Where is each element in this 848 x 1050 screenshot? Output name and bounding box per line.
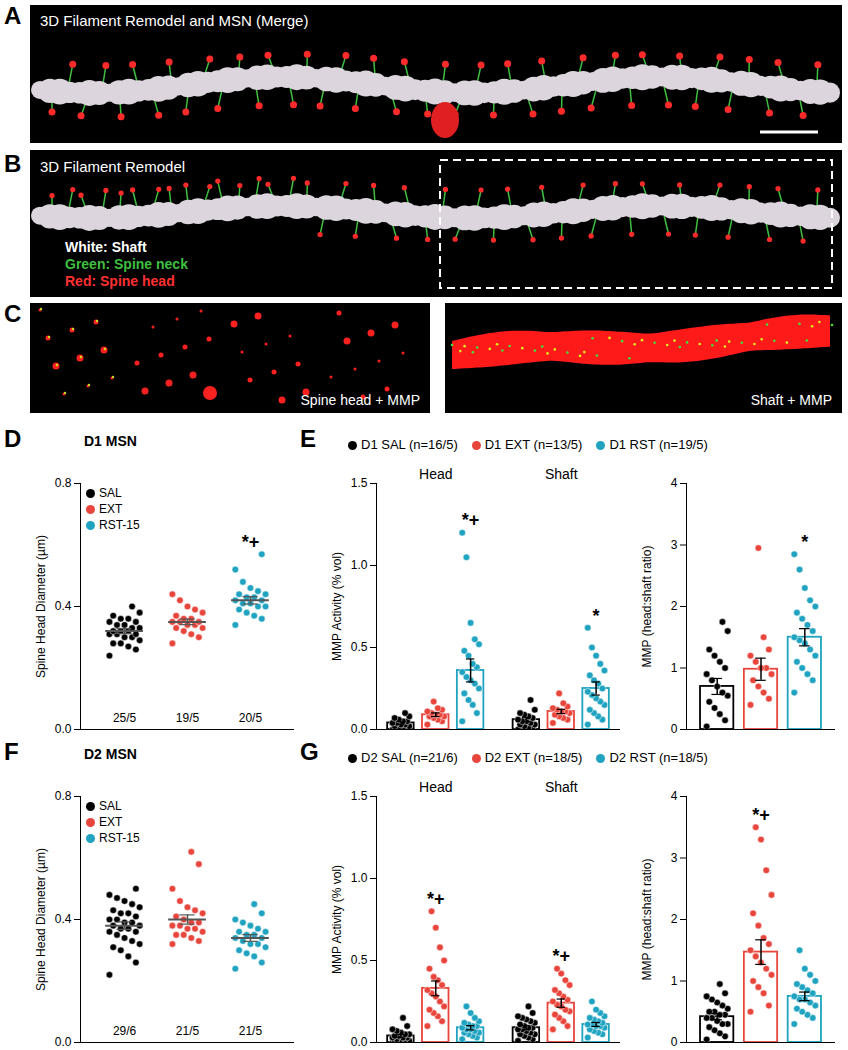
html-text:EXT: EXT [99, 502, 123, 516]
html-text:SAL: SAL [99, 799, 122, 813]
svg-text:19/5: 19/5 [176, 711, 200, 725]
svg-text:Shaft: Shaft [545, 779, 578, 795]
svg-text:MMP (head:shaft ratio): MMP (head:shaft ratio) [640, 859, 654, 981]
svg-text:21/5: 21/5 [176, 1024, 200, 1038]
svg-text:4: 4 [671, 476, 678, 490]
html-text:RST-15: RST-15 [99, 831, 140, 845]
html-text:D1 RST (n=19/5): D1 RST (n=19/5) [609, 436, 708, 452]
svg-text:White: Shaft: White: Shaft [65, 239, 147, 255]
html-text:D: D [4, 425, 22, 452]
svg-text:0.5: 0.5 [351, 640, 368, 654]
svg-text:Head: Head [419, 466, 452, 482]
svg-text:0: 0 [671, 1035, 678, 1049]
svg-text:1.0: 1.0 [351, 871, 368, 885]
svg-text:1: 1 [671, 661, 678, 675]
svg-text:3D Filament Remodel and MSN (M: 3D Filament Remodel and MSN (Merge) [40, 12, 308, 29]
html-text:D1 MSN: D1 MSN [84, 433, 137, 449]
svg-text:20/5: 20/5 [239, 711, 263, 725]
svg-text:Spine Head Diameter (µm): Spine Head Diameter (µm) [34, 535, 48, 678]
svg-text:21/5: 21/5 [239, 1024, 263, 1038]
html-text:D2 EXT (n=18/5): D2 EXT (n=18/5) [484, 749, 583, 765]
svg-text:*: * [593, 606, 600, 626]
html-text:D2 RST (n=18/5): D2 RST (n=18/5) [609, 749, 708, 765]
html-text:E: E [300, 425, 316, 452]
svg-text:Red: Spine head: Red: Spine head [65, 273, 175, 289]
svg-text:*+: *+ [427, 889, 445, 909]
svg-text:2: 2 [671, 912, 678, 926]
svg-text:A: A [4, 2, 21, 29]
svg-text:1.5: 1.5 [351, 476, 368, 490]
svg-text:Head: Head [419, 779, 452, 795]
svg-text:0.5: 0.5 [351, 953, 368, 967]
svg-text:29/6: 29/6 [113, 1024, 137, 1038]
svg-text:MMP Activity (% vol): MMP Activity (% vol) [330, 552, 344, 661]
svg-text:2: 2 [671, 599, 678, 613]
svg-text:0: 0 [671, 722, 678, 736]
html-text:D1 SAL (n=16/5): D1 SAL (n=16/5) [361, 436, 458, 452]
html-text:RST-15: RST-15 [99, 518, 140, 532]
html-text:G: G [300, 738, 319, 765]
svg-text:0.4: 0.4 [55, 599, 72, 613]
svg-text:0.0: 0.0 [55, 1035, 72, 1049]
html-text:F: F [4, 738, 19, 765]
svg-text:*+: *+ [242, 532, 260, 552]
svg-text:1: 1 [671, 974, 678, 988]
svg-text:MMP Activity (% vol): MMP Activity (% vol) [330, 865, 344, 974]
html-text:D2 MSN: D2 MSN [84, 746, 137, 762]
svg-text:0.8: 0.8 [55, 789, 72, 803]
svg-text:Spine head + MMP: Spine head + MMP [301, 392, 420, 408]
html-text:D2 SAL (n=21/6): D2 SAL (n=21/6) [361, 749, 458, 765]
svg-text:Green: Spine neck: Green: Spine neck [65, 256, 188, 272]
svg-text:0.0: 0.0 [55, 722, 72, 736]
svg-text:*+: *+ [752, 805, 770, 825]
svg-text:25/5: 25/5 [113, 711, 137, 725]
svg-text:1.0: 1.0 [351, 558, 368, 572]
svg-text:3: 3 [671, 538, 678, 552]
svg-text:Spine Head Diameter (µm): Spine Head Diameter (µm) [34, 848, 48, 991]
svg-text:Shaft + MMP: Shaft + MMP [751, 392, 832, 408]
svg-text:4: 4 [671, 789, 678, 803]
html-text:EXT: EXT [99, 815, 123, 829]
svg-text:0.8: 0.8 [55, 476, 72, 490]
svg-text:B: B [4, 150, 21, 177]
svg-text:Shaft: Shaft [545, 466, 578, 482]
svg-text:0.4: 0.4 [55, 912, 72, 926]
svg-text:MMP (head:shaft ratio): MMP (head:shaft ratio) [640, 546, 654, 668]
svg-text:1.5: 1.5 [351, 789, 368, 803]
svg-text:*+: *+ [462, 510, 480, 530]
html-text:SAL: SAL [99, 486, 122, 500]
svg-text:0.0: 0.0 [351, 722, 368, 736]
svg-text:3D Filament Remodel: 3D Filament Remodel [40, 158, 185, 175]
svg-text:3: 3 [671, 851, 678, 865]
svg-text:*+: *+ [552, 946, 570, 966]
svg-text:C: C [4, 300, 21, 327]
html-text:D1 EXT (n=13/5): D1 EXT (n=13/5) [484, 436, 583, 452]
svg-text:0.0: 0.0 [351, 1035, 368, 1049]
svg-text:*: * [801, 532, 808, 552]
